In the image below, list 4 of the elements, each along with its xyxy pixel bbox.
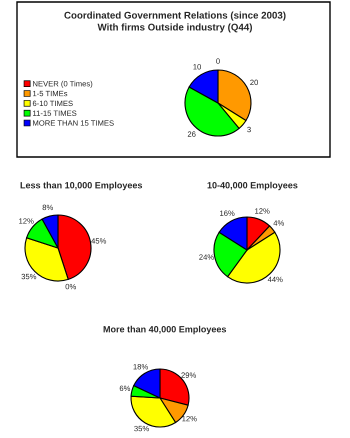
chart-title: Less than 10,000 Employees bbox=[20, 182, 142, 190]
chart-title: Coordinated Government Relations (since 2003) With firms Outside industry (Q44) bbox=[64, 12, 286, 32]
chart-title: 10-40,000 Employees bbox=[208, 182, 298, 190]
chart-title: More than 40,000 Employees bbox=[104, 326, 226, 334]
